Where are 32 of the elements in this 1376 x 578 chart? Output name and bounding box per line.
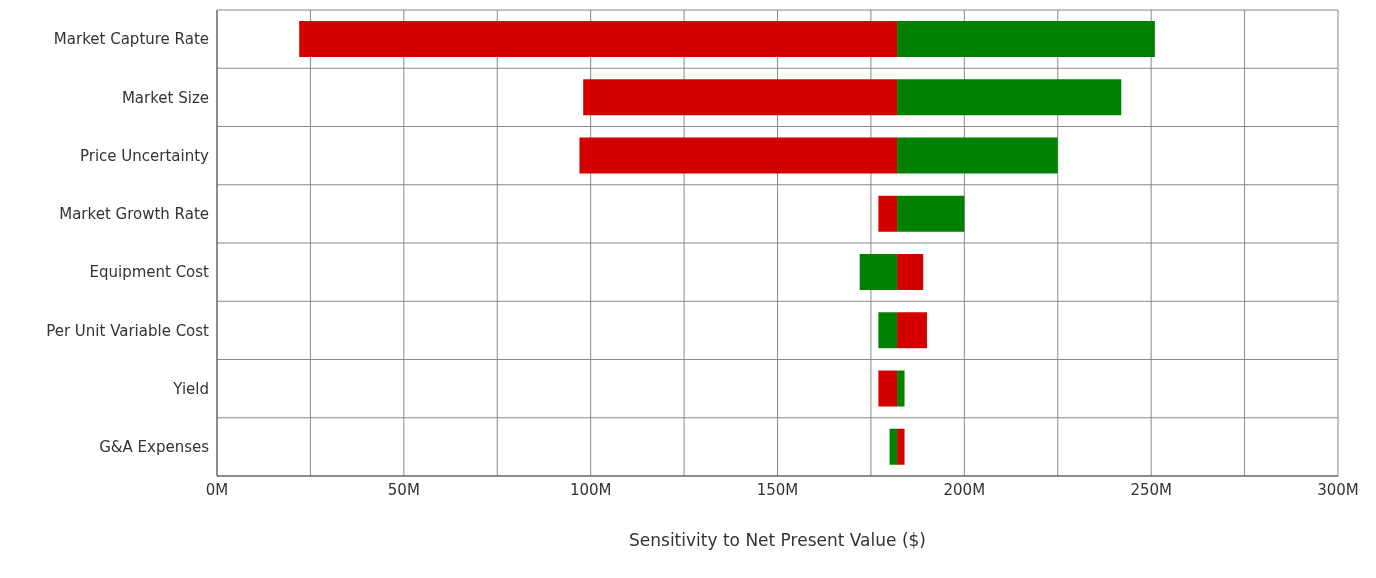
x-tick-label: 250M	[1130, 480, 1172, 499]
x-tick-label: 300M	[1317, 480, 1359, 499]
bar	[583, 79, 898, 116]
bar	[897, 254, 924, 290]
y-tick-label: Market Growth Rate	[59, 205, 209, 224]
bar	[897, 312, 927, 349]
x-tick-label: 100M	[569, 480, 612, 499]
bar	[897, 79, 1122, 116]
bar	[897, 428, 905, 465]
y-tick-label: Market Capture Rate	[53, 30, 209, 49]
bar	[897, 21, 1155, 57]
bar	[897, 370, 905, 407]
bar	[299, 21, 898, 57]
y-tick-label: Market Size	[121, 88, 209, 107]
bar	[878, 312, 898, 349]
x-tick-label: 200M	[943, 480, 986, 499]
y-tick-label: Equipment Cost	[89, 263, 210, 282]
x-axis-title: Sensitivity to Net Present Value ($)	[629, 530, 926, 550]
y-tick-label: Per Unit Variable Cost	[46, 321, 210, 340]
bar	[579, 137, 898, 174]
bar	[897, 195, 965, 232]
bar	[897, 137, 1058, 174]
x-tick-label: 50M	[387, 480, 420, 499]
y-tick-label: Yield	[172, 379, 209, 398]
y-tick-label: Price Uncertainty	[80, 146, 210, 165]
bar	[878, 370, 898, 407]
x-tick-label: 150M	[756, 480, 799, 499]
bar	[859, 254, 898, 290]
bar	[878, 195, 898, 232]
bar	[889, 428, 898, 465]
y-tick-label: G&A Expenses	[99, 438, 210, 457]
x-tick-label: 0M	[205, 480, 229, 499]
